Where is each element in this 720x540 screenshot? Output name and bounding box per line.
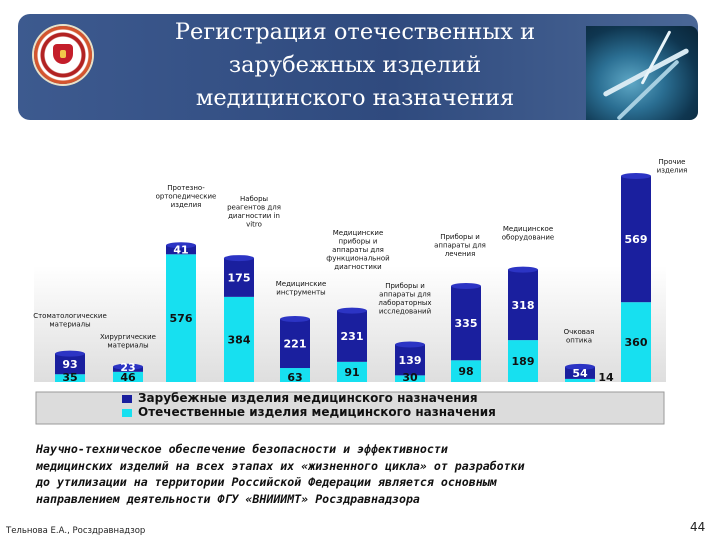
category-label: Хирургические материалы bbox=[100, 333, 156, 350]
category-label: Протезно-ортопедические изделия bbox=[156, 184, 217, 209]
value-label-foreign: 318 bbox=[512, 299, 535, 312]
value-label-domestic: 576 bbox=[170, 312, 193, 325]
bar-domestic bbox=[224, 296, 254, 382]
value-label-domestic: 384 bbox=[228, 333, 251, 346]
author: Тельнова Е.А., Росздравнадзор bbox=[6, 526, 146, 536]
bar-cap bbox=[451, 283, 481, 290]
value-label-domestic: 91 bbox=[344, 366, 359, 379]
legend-box bbox=[35, 391, 665, 425]
value-label-foreign: 139 bbox=[399, 354, 422, 367]
legend-swatch bbox=[122, 395, 132, 403]
bar-foreign bbox=[224, 258, 254, 297]
value-label-foreign: 41 bbox=[173, 243, 188, 256]
bar-foreign bbox=[565, 366, 595, 379]
eagle-icon bbox=[53, 44, 73, 64]
value-label-domestic: 46 bbox=[120, 371, 136, 384]
bar-domestic bbox=[55, 374, 85, 382]
value-label-foreign: 54 bbox=[572, 367, 588, 380]
bar-foreign bbox=[508, 269, 538, 341]
bar-cap bbox=[508, 266, 538, 273]
bar-domestic bbox=[280, 368, 310, 382]
slide-title: Регистрация отечественных и зарубежных и… bbox=[174, 19, 536, 111]
category-label: Прочие изделия bbox=[657, 158, 688, 175]
value-label-foreign: 335 bbox=[455, 317, 478, 330]
value-label-foreign: 221 bbox=[284, 338, 307, 351]
bar-cap bbox=[280, 316, 310, 323]
title-banner bbox=[18, 14, 698, 120]
category-label: Очковая оптика bbox=[564, 328, 595, 345]
value-label-foreign: 93 bbox=[62, 358, 77, 371]
category-label: Медицинские инструменты bbox=[276, 280, 327, 297]
value-label-domestic: 189 bbox=[512, 355, 535, 368]
category-label: Медицинские приборы и аппараты для функцион… bbox=[326, 229, 389, 271]
value-label-foreign: 231 bbox=[341, 330, 364, 343]
bar-domestic bbox=[337, 361, 367, 382]
bar-cap bbox=[565, 363, 595, 370]
bar-cap bbox=[55, 350, 85, 357]
category-label: Приборы и аппараты для лабораторных исследо… bbox=[378, 282, 431, 316]
bar-foreign bbox=[621, 176, 651, 303]
category-label: Медицинское оборудование bbox=[502, 225, 554, 242]
bar-foreign bbox=[166, 245, 196, 255]
page-number: 44 bbox=[690, 520, 706, 534]
bar-domestic bbox=[565, 378, 595, 382]
bar-domestic bbox=[113, 371, 143, 382]
value-label-domestic: 63 bbox=[287, 371, 302, 384]
bar-cap bbox=[224, 255, 254, 262]
category-label: Приборы и аппараты для лечения bbox=[434, 233, 486, 258]
bar-foreign bbox=[395, 344, 425, 376]
value-label-domestic: 98 bbox=[458, 365, 473, 378]
surgical-instruments-image bbox=[586, 26, 698, 120]
bar-cap bbox=[166, 242, 196, 249]
bar-domestic bbox=[395, 375, 425, 382]
bar-domestic bbox=[166, 254, 196, 382]
bar-foreign bbox=[337, 310, 367, 362]
bar-domestic bbox=[508, 340, 538, 382]
value-label-domestic: 360 bbox=[625, 336, 648, 349]
bar-foreign bbox=[451, 286, 481, 361]
legend-swatch bbox=[122, 409, 132, 417]
bar-foreign bbox=[55, 353, 85, 375]
bar-cap bbox=[621, 173, 651, 180]
slide-caption: Научно-техническое обеспечение безопасно… bbox=[36, 442, 525, 506]
value-label-domestic: 14 bbox=[598, 371, 614, 384]
bar-cap bbox=[337, 307, 367, 314]
legend-label: Зарубежные изделия медицинского назначен… bbox=[138, 391, 478, 405]
category-label: Стоматологические материалы bbox=[33, 312, 107, 329]
bar-cap bbox=[395, 341, 425, 348]
coat-of-arms-icon bbox=[34, 26, 92, 84]
bar-domestic bbox=[621, 302, 651, 382]
value-label-domestic: 30 bbox=[402, 371, 418, 384]
value-label-foreign: 23 bbox=[120, 361, 135, 374]
value-label-domestic: 35 bbox=[62, 371, 77, 384]
bar-domestic bbox=[451, 360, 481, 382]
value-label-foreign: 175 bbox=[228, 271, 251, 284]
value-label-foreign: 569 bbox=[625, 233, 648, 246]
legend-label: Отечественные изделия медицинского назна… bbox=[138, 405, 496, 419]
bar-cap bbox=[113, 363, 143, 370]
category-label: Наборы реагентов для диагностии in vitro bbox=[227, 195, 281, 229]
bar-foreign bbox=[280, 319, 310, 369]
